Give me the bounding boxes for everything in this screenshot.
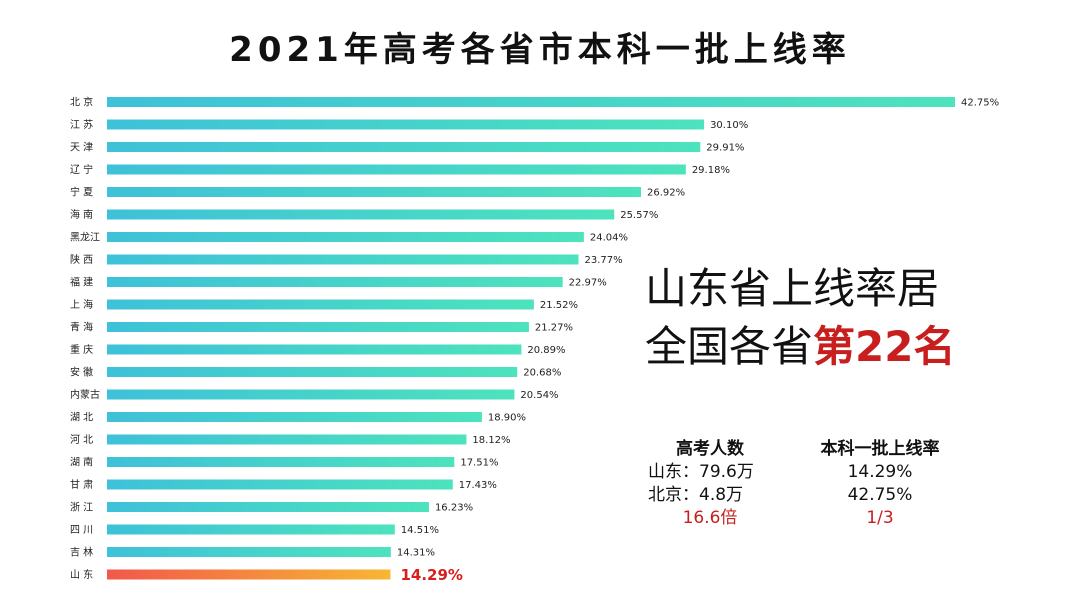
bar [107, 322, 529, 332]
category-label: 甘 肃 [70, 478, 93, 491]
category-label: 海 南 [70, 208, 93, 221]
bar [107, 434, 467, 445]
bar [107, 479, 453, 490]
comparison-row-shandong: 山东：79.6万 14.29% [640, 461, 980, 484]
header-exam-takers: 高考人数 [676, 439, 744, 459]
value-label: 20.89% [527, 345, 565, 356]
value-label: 14.31% [397, 548, 435, 559]
bar [107, 344, 522, 355]
bars-group: 北 京 42.75% 江 苏 30.10% 天 津 29.91% 辽 宁 29.18% 宁 夏 2… [70, 96, 999, 585]
callout-line-2-prefix: 全国各省 [645, 322, 814, 371]
value-label: 25.57% [620, 210, 658, 221]
value-label: 29.18% [692, 165, 730, 176]
bar [107, 164, 686, 175]
category-label: 陕 西 [70, 253, 93, 266]
value-label: 17.43% [459, 480, 497, 491]
bar [107, 254, 579, 265]
bar [107, 389, 515, 400]
category-label: 上 海 [70, 298, 93, 311]
bar [107, 299, 534, 310]
callout-line-2: 全国各省第22名 [645, 318, 955, 376]
bar [107, 412, 482, 422]
pass-rate-ratio: 1/3 [866, 508, 894, 528]
category-label: 重 庆 [70, 343, 93, 356]
bar [107, 547, 391, 557]
value-label: 20.54% [520, 390, 558, 401]
category-label: 山 东 [70, 568, 93, 581]
category-label: 宁 夏 [70, 186, 93, 199]
comparison-ratio-row: 16.6倍 1/3 [640, 507, 980, 530]
bar [107, 209, 615, 220]
comparison-row-beijing: 北京：4.8万 42.75% [640, 484, 980, 507]
value-label: 20.68% [523, 368, 561, 379]
category-label: 河 北 [70, 434, 93, 446]
category-label: 天 津 [70, 142, 93, 154]
bar [107, 187, 641, 197]
comparison-table: 高考人数 本科一批上线率 山东：79.6万 14.29% 北京：4.8万 42.… [640, 438, 980, 530]
category-label: 北 京 [70, 96, 93, 109]
bar [107, 502, 429, 512]
bar [107, 524, 395, 535]
value-label: 16.23% [435, 503, 473, 514]
category-label: 辽 宁 [70, 163, 93, 176]
bar [107, 232, 584, 242]
value-label: 42.75% [961, 98, 999, 109]
shandong-exam-takers: 山东：79.6万 [648, 462, 754, 482]
category-label: 青 海 [70, 321, 93, 334]
value-label: 18.90% [488, 413, 526, 424]
value-label: 21.27% [535, 323, 573, 334]
bar [107, 119, 705, 130]
category-label: 安 徽 [70, 366, 93, 379]
bar [107, 367, 518, 377]
category-label: 四 川 [70, 525, 93, 536]
value-label: 24.04% [590, 233, 628, 244]
exam-takers-ratio: 16.6倍 [682, 508, 738, 528]
comparison-header-row: 高考人数 本科一批上线率 [640, 438, 980, 461]
value-label: 14.51% [401, 525, 439, 536]
chart-title: 2021年高考各省市本科一批上线率 [229, 30, 851, 70]
value-label: 21.52% [540, 300, 578, 311]
value-label: 17.51% [460, 458, 498, 469]
bar [107, 457, 455, 467]
header-pass-rate: 本科一批上线率 [820, 439, 940, 459]
category-label: 福 建 [70, 276, 93, 289]
category-label: 内蒙古 [70, 388, 100, 401]
value-label: 30.10% [710, 120, 748, 131]
callout-line-1: 山东省上线率居 [645, 264, 940, 313]
value-label: 22.97% [569, 278, 607, 289]
category-label: 江 苏 [70, 118, 93, 131]
category-label: 黑龙江 [70, 231, 100, 244]
value-label: 26.92% [647, 188, 685, 199]
beijing-pass-rate: 42.75% [847, 485, 913, 505]
category-label: 吉 林 [70, 546, 93, 559]
category-label: 湖 南 [70, 456, 93, 469]
bar [107, 142, 701, 152]
bar [107, 277, 563, 287]
value-label: 29.91% [706, 143, 744, 154]
bar-highlight [107, 569, 391, 580]
category-label: 浙 江 [70, 502, 93, 514]
bar [107, 97, 955, 107]
value-label: 23.77% [585, 255, 623, 266]
value-label: 14.29% [400, 566, 462, 584]
value-label: 18.12% [472, 435, 510, 446]
callout-rank: 第22名 [813, 322, 956, 371]
shandong-pass-rate: 14.29% [847, 462, 913, 482]
ranking-callout: 山东省上线率居 全国各省第22名 [645, 260, 955, 376]
category-label: 湖 北 [70, 412, 93, 424]
beijing-exam-takers: 北京：4.8万 [648, 485, 744, 505]
